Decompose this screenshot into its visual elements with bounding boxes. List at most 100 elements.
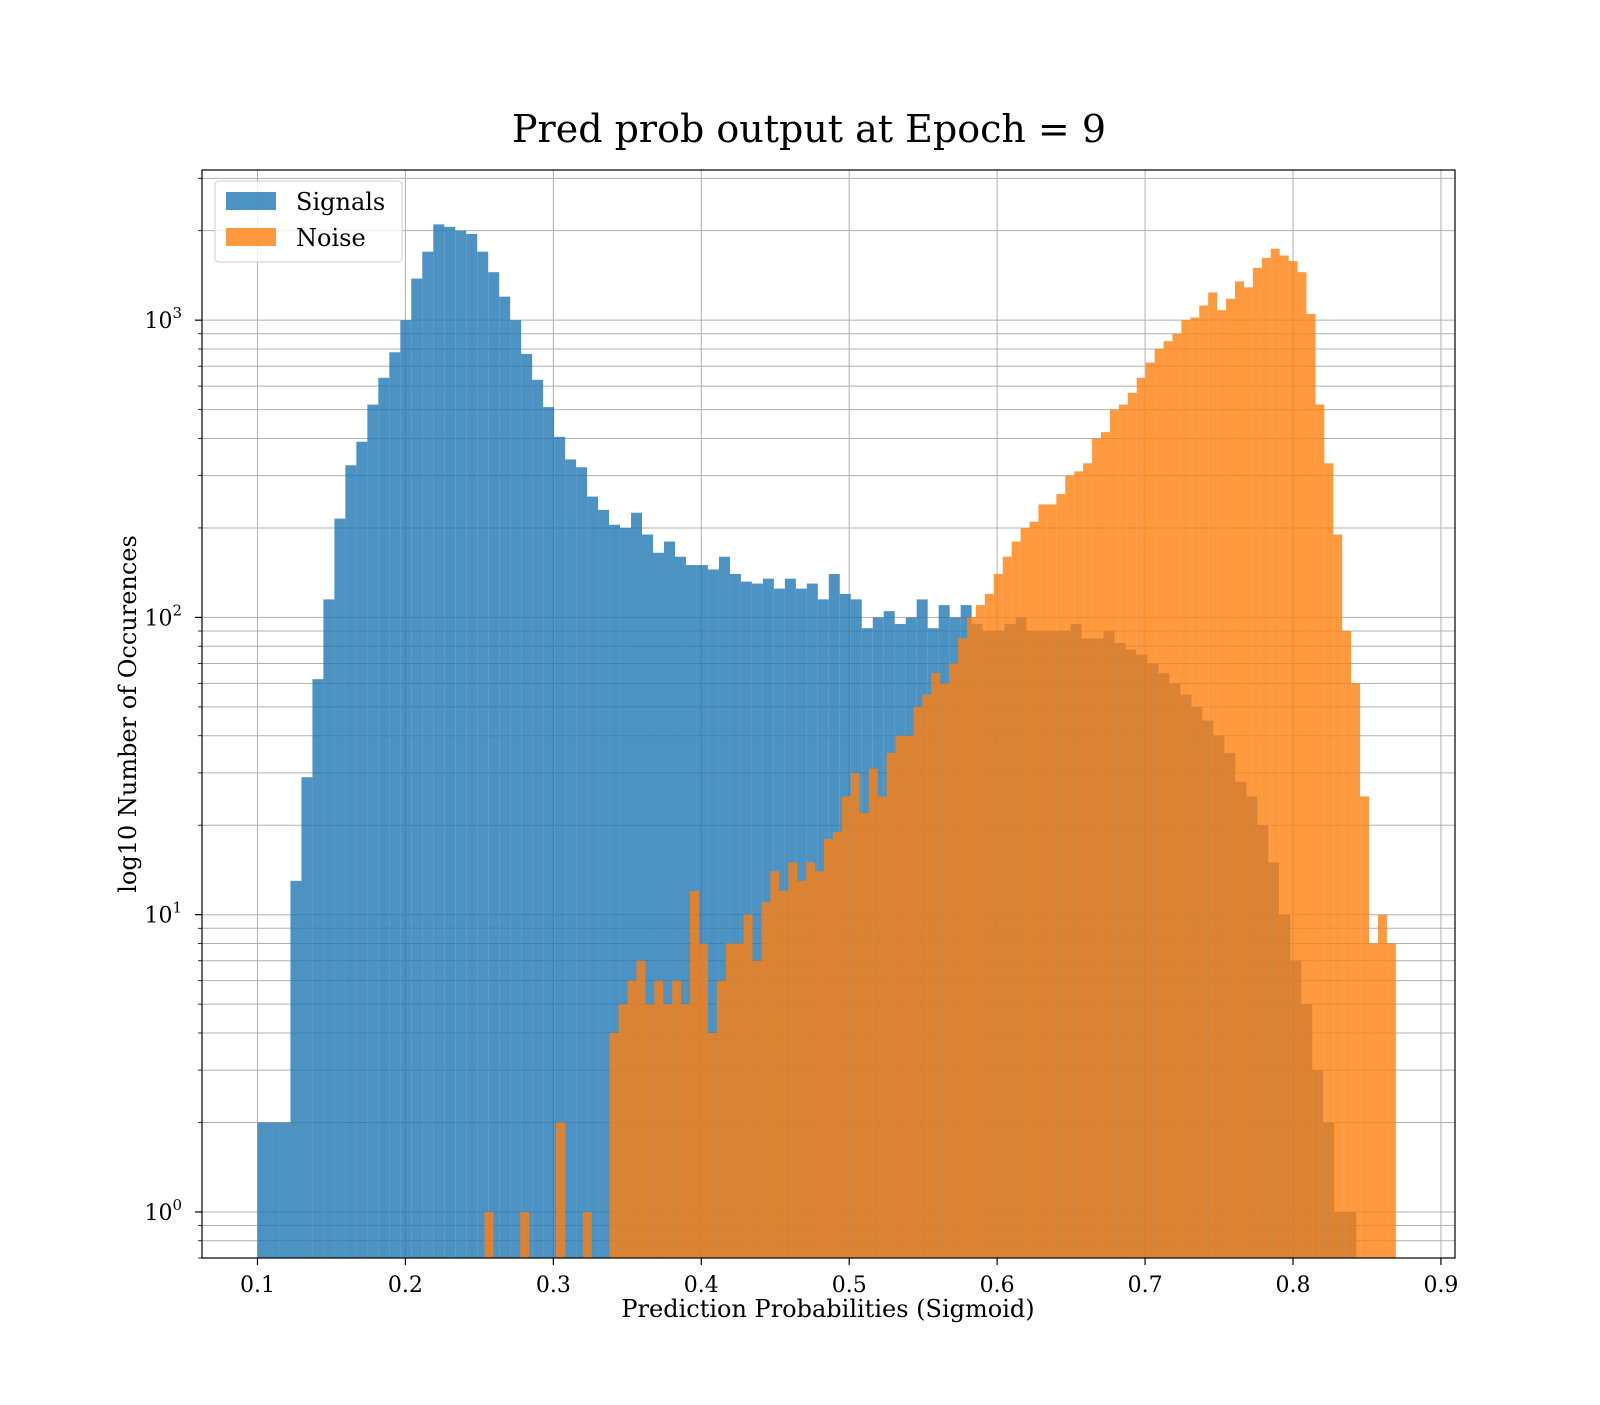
noise-bar <box>716 980 726 1258</box>
signals-bar <box>510 320 522 1258</box>
y-tick-label: 101 <box>144 899 182 929</box>
noise-bars <box>484 248 1396 1259</box>
noise-bar <box>1020 527 1030 1258</box>
noise-bar <box>1065 475 1075 1258</box>
noise-bar <box>1101 432 1110 1258</box>
noise-bar <box>1047 504 1057 1258</box>
signals-bar <box>378 377 390 1258</box>
signals-bar <box>290 880 302 1258</box>
noise-bar <box>520 1211 530 1258</box>
noise-bar <box>984 593 994 1258</box>
noise-bar <box>868 768 878 1258</box>
noise-bar <box>752 960 762 1258</box>
noise-bar <box>1279 255 1289 1258</box>
noise-bar <box>975 605 985 1258</box>
noise-bar <box>627 980 637 1258</box>
noise-bar <box>1386 943 1396 1258</box>
signals-bar <box>422 251 434 1258</box>
legend-label-noise: Noise <box>296 224 366 252</box>
noise-bar <box>1163 341 1173 1258</box>
noise-bar <box>940 683 950 1258</box>
signals-bar <box>642 534 654 1258</box>
legend[interactable]: Signals Noise <box>214 180 403 263</box>
y-tick-label: 102 <box>144 601 182 631</box>
noise-bar <box>1083 463 1093 1259</box>
noise-bar <box>1270 248 1280 1259</box>
signals-bar <box>718 556 730 1258</box>
legend-swatch-signals <box>226 192 276 210</box>
y-tick-label: 103 <box>144 304 182 334</box>
signals-bar <box>444 226 456 1259</box>
signals-bar <box>565 459 577 1259</box>
signals-bar <box>543 407 555 1258</box>
noise-bar <box>1288 261 1298 1259</box>
noise-bar <box>1360 796 1370 1258</box>
noise-bar <box>993 573 1003 1258</box>
noise-bar <box>636 960 646 1258</box>
noise-bar <box>1154 348 1164 1259</box>
signals-bar <box>707 569 719 1258</box>
noise-bar <box>806 862 816 1258</box>
noise-bar <box>1252 267 1262 1259</box>
noise-bar <box>690 891 699 1258</box>
noise-bar <box>877 796 887 1258</box>
noise-bar <box>1315 404 1325 1258</box>
signals-bar <box>576 467 588 1258</box>
noise-bar <box>859 812 869 1258</box>
plot-frame <box>201 169 1456 1259</box>
signals-bar <box>751 583 763 1258</box>
noise-bar <box>966 617 976 1258</box>
noise-bar <box>1226 298 1236 1258</box>
noise-bar <box>1342 631 1352 1258</box>
signals-bar <box>466 233 478 1259</box>
signals-bar <box>279 1122 291 1258</box>
noise-bar <box>698 943 708 1258</box>
signals-bar <box>400 320 412 1258</box>
noise-bar <box>1369 943 1378 1258</box>
noise-bar <box>1074 471 1084 1258</box>
noise-bar <box>1038 504 1048 1258</box>
signals-bar <box>356 441 368 1258</box>
noise-bar <box>618 1004 628 1258</box>
y-axis-label: log10 Number of Occurences <box>114 535 142 893</box>
noise-bar <box>1172 333 1182 1258</box>
noise-bar <box>672 980 682 1258</box>
signals-bar <box>532 379 544 1258</box>
noise-bar <box>931 673 941 1258</box>
noise-bar <box>886 752 896 1258</box>
signals-bar <box>477 251 489 1258</box>
noise-bar <box>1118 404 1128 1258</box>
x-tick-label: 0.6 <box>980 1273 1015 1298</box>
signals-bar <box>554 436 566 1258</box>
noise-bar <box>1377 914 1387 1258</box>
noise-bar <box>1217 310 1227 1258</box>
noise-bar <box>1136 377 1146 1258</box>
noise-bar <box>904 735 914 1258</box>
noise-bar <box>797 880 807 1258</box>
x-tick-label: 0.2 <box>388 1273 423 1298</box>
noise-bar <box>949 663 959 1258</box>
y-axis-ticks: 100 101 102 103 <box>144 177 202 1259</box>
noise-bar <box>824 838 833 1258</box>
x-tick-label: 0.8 <box>1276 1273 1311 1298</box>
noise-bar <box>1109 409 1119 1258</box>
noise-bar <box>770 871 780 1258</box>
signals-bar <box>312 679 324 1258</box>
x-tick-label: 0.4 <box>684 1273 719 1298</box>
noise-bar <box>922 694 932 1258</box>
noise-bar <box>707 1032 717 1258</box>
noise-bar <box>958 638 967 1258</box>
signals-bar <box>257 1122 269 1258</box>
signals-bar <box>663 541 675 1258</box>
signals-bar <box>729 573 741 1258</box>
noise-bar <box>761 902 771 1258</box>
noise-bar <box>1056 494 1066 1258</box>
noise-bar <box>1029 521 1039 1258</box>
noise-bar <box>484 1211 494 1258</box>
signals-bar <box>334 518 346 1258</box>
noise-bar <box>663 1004 673 1258</box>
y-tick-label: 100 <box>144 1196 182 1226</box>
signals-bar <box>609 524 621 1258</box>
noise-bar <box>1145 362 1155 1258</box>
